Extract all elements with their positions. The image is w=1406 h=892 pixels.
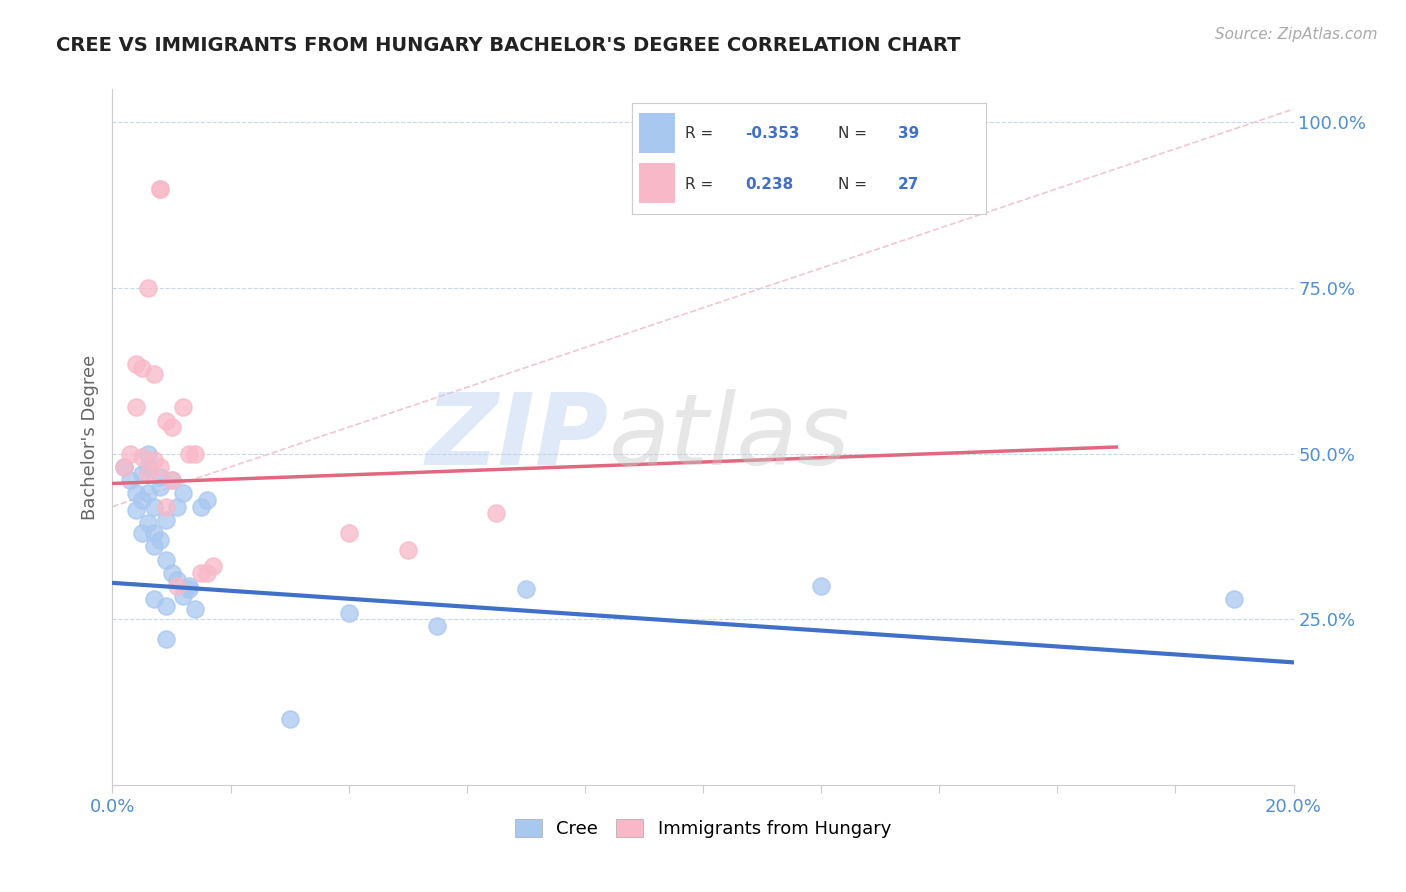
Cree xyxy=(136,486,159,500)
Cree xyxy=(184,602,207,616)
Immigrants from Hungary xyxy=(149,181,172,195)
Immigrants from Hungary xyxy=(485,506,508,520)
Immigrants from Hungary xyxy=(142,453,165,467)
Cree xyxy=(149,480,172,494)
Cree xyxy=(179,582,201,597)
Cree xyxy=(131,467,153,481)
Cree xyxy=(155,552,177,566)
Immigrants from Hungary xyxy=(195,566,218,580)
Cree xyxy=(149,470,172,484)
Immigrants from Hungary xyxy=(155,500,177,514)
Immigrants from Hungary xyxy=(166,579,188,593)
Immigrants from Hungary xyxy=(337,526,360,541)
Cree xyxy=(131,526,153,541)
Cree xyxy=(278,712,301,726)
Immigrants from Hungary xyxy=(120,447,142,461)
Text: Source: ZipAtlas.com: Source: ZipAtlas.com xyxy=(1215,27,1378,42)
Y-axis label: Bachelor's Degree: Bachelor's Degree xyxy=(80,354,98,520)
Immigrants from Hungary xyxy=(142,367,165,381)
Cree xyxy=(155,599,177,613)
Cree xyxy=(166,500,188,514)
Immigrants from Hungary xyxy=(125,401,148,415)
Cree xyxy=(142,526,165,541)
Cree xyxy=(172,589,194,603)
Cree xyxy=(155,513,177,527)
Cree xyxy=(179,579,201,593)
Cree xyxy=(515,582,537,597)
Immigrants from Hungary xyxy=(160,420,183,434)
Cree xyxy=(426,619,449,633)
Immigrants from Hungary xyxy=(131,450,153,464)
Cree xyxy=(160,566,183,580)
Text: CREE VS IMMIGRANTS FROM HUNGARY BACHELOR'S DEGREE CORRELATION CHART: CREE VS IMMIGRANTS FROM HUNGARY BACHELOR… xyxy=(56,36,960,54)
Immigrants from Hungary xyxy=(179,447,201,461)
Immigrants from Hungary xyxy=(172,401,194,415)
Immigrants from Hungary xyxy=(149,459,172,474)
Immigrants from Hungary xyxy=(136,467,159,481)
Cree xyxy=(160,473,183,487)
Immigrants from Hungary xyxy=(201,559,224,574)
Text: ZIP: ZIP xyxy=(426,389,609,485)
Legend: Cree, Immigrants from Hungary: Cree, Immigrants from Hungary xyxy=(508,812,898,846)
Immigrants from Hungary xyxy=(396,542,419,557)
Immigrants from Hungary xyxy=(155,413,177,427)
Cree xyxy=(136,516,159,531)
Cree xyxy=(136,459,159,474)
Cree xyxy=(131,493,153,508)
Cree xyxy=(125,503,148,517)
Immigrants from Hungary xyxy=(112,459,135,474)
Cree xyxy=(810,579,832,593)
Cree xyxy=(149,533,172,547)
Immigrants from Hungary xyxy=(136,281,159,295)
Cree xyxy=(120,473,142,487)
Immigrants from Hungary xyxy=(125,357,148,371)
Cree xyxy=(166,573,188,587)
Immigrants from Hungary xyxy=(149,181,172,195)
Text: atlas: atlas xyxy=(609,389,851,485)
Cree xyxy=(195,493,218,508)
Cree xyxy=(155,632,177,647)
Cree xyxy=(142,540,165,554)
Cree xyxy=(112,459,135,474)
Immigrants from Hungary xyxy=(131,360,153,375)
Cree xyxy=(142,500,165,514)
Cree xyxy=(125,486,148,500)
Cree xyxy=(337,606,360,620)
Cree xyxy=(1223,592,1246,607)
Immigrants from Hungary xyxy=(190,566,212,580)
Cree xyxy=(190,500,212,514)
Immigrants from Hungary xyxy=(184,447,207,461)
Immigrants from Hungary xyxy=(160,473,183,487)
Cree xyxy=(142,592,165,607)
Cree xyxy=(136,447,159,461)
Cree xyxy=(172,486,194,500)
